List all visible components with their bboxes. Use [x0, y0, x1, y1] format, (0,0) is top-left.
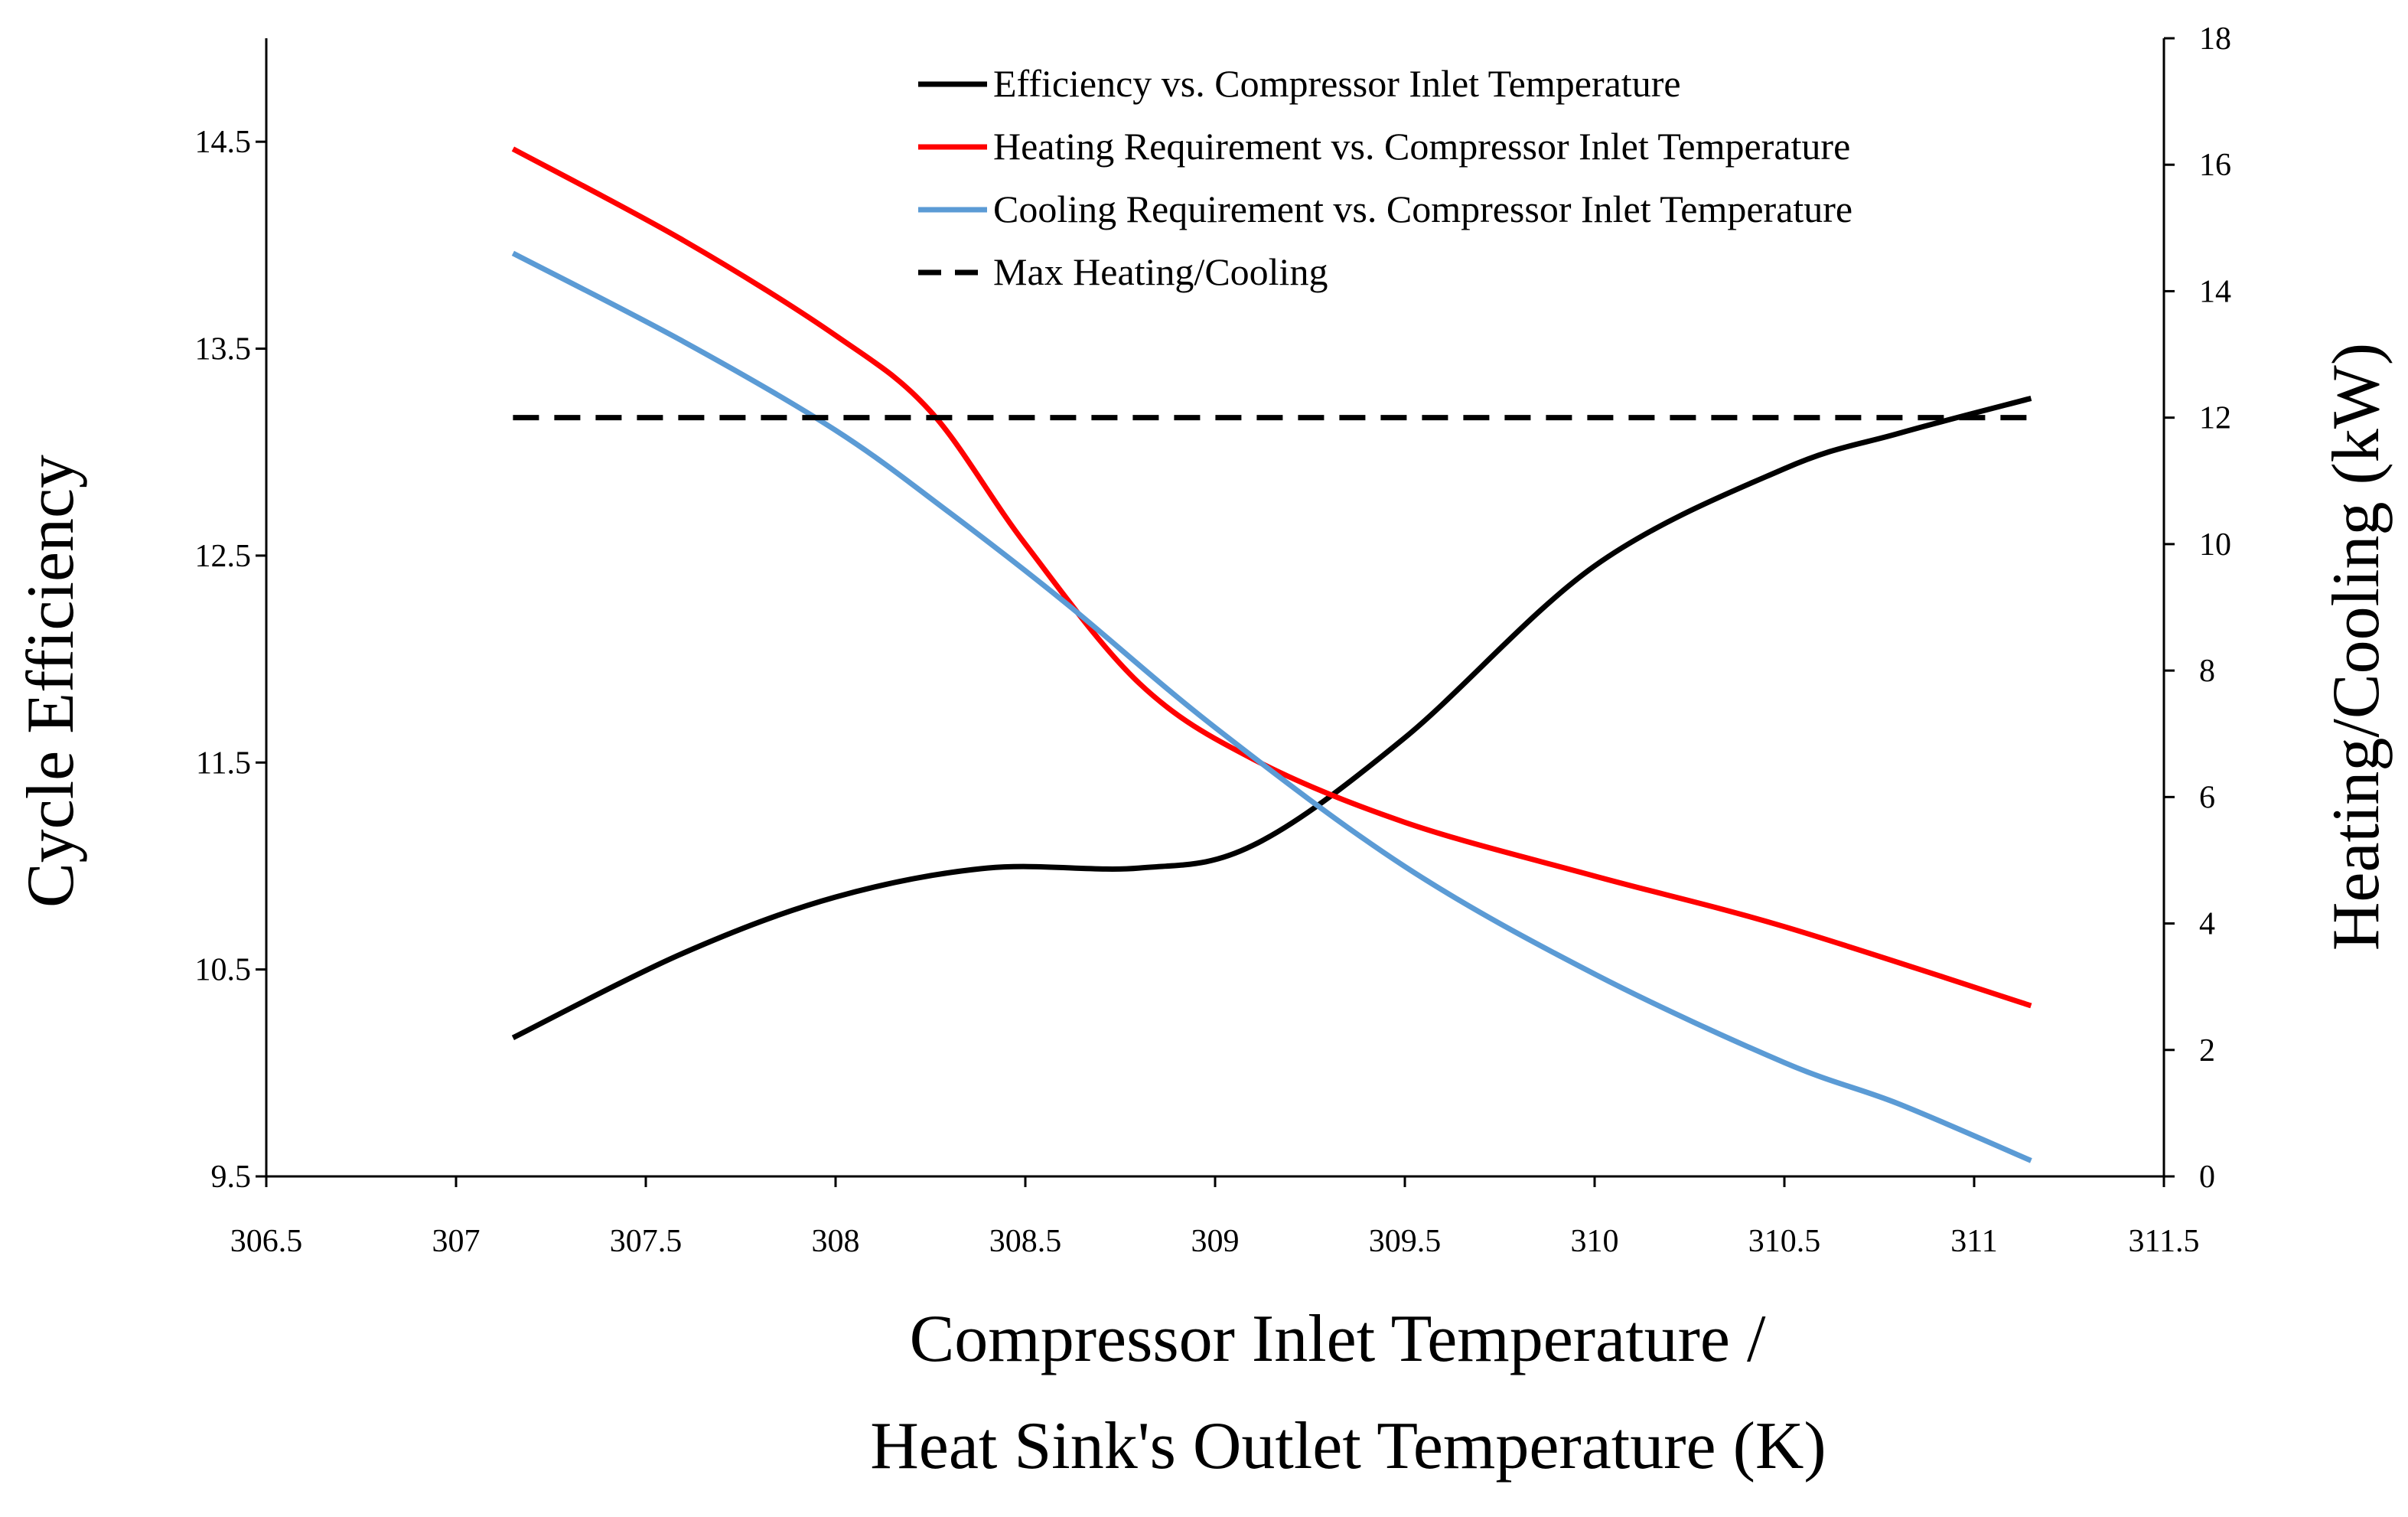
- legend-label: Heating Requirement vs. Compressor Inlet…: [993, 125, 1850, 168]
- x-tick-label: 311.5: [2129, 1224, 2200, 1259]
- x-axis-title-line-1: Compressor Inlet Temperature /: [910, 1302, 1766, 1376]
- y-right-tick-label: 10: [2199, 527, 2231, 563]
- x-tick-label: 308: [812, 1224, 860, 1259]
- x-tick-label: 308.5: [989, 1224, 1062, 1259]
- y-right-tick-label: 12: [2199, 401, 2231, 436]
- y-left-tick-label: 14.5: [195, 125, 252, 160]
- y-left-tick-label: 12.5: [195, 539, 252, 574]
- x-tick-label: 309.5: [1369, 1224, 1442, 1259]
- y-axis-left-title: Cycle Efficiency: [14, 455, 88, 908]
- series-layer: [511, 146, 2032, 1163]
- y-right-tick-label: 14: [2199, 274, 2231, 309]
- y-right-tick-label: 4: [2199, 907, 2215, 942]
- x-tick-label: 310.5: [1748, 1224, 1821, 1259]
- legend-label: Cooling Requirement vs. Compressor Inlet…: [993, 188, 1852, 230]
- x-tick-label: 310: [1571, 1224, 1619, 1259]
- y-right-tick-label: 6: [2199, 780, 2215, 815]
- y-axis-right-title: Heating/Cooling (kW): [2319, 343, 2393, 951]
- series-line-heating-requirement-vs-compressor-inlet-temperature: [511, 146, 2032, 1009]
- y-right-tick-label: 2: [2199, 1033, 2215, 1068]
- series-line-efficiency-vs-compressor-inlet-temperature: [511, 396, 2032, 1040]
- x-tick-label: 307.5: [610, 1224, 683, 1259]
- ticks-layer: 306.5 307 307.5 308 308.5 309 309.5 310 310.5 311…: [195, 21, 2232, 1259]
- y-right-tick-label: 0: [2199, 1160, 2215, 1195]
- x-tick-label: 306.5: [230, 1224, 303, 1259]
- legend-label: Efficiency vs. Compressor Inlet Temperat…: [993, 62, 1681, 105]
- x-tick-label: 309: [1191, 1224, 1240, 1259]
- y-right-tick-label: 18: [2199, 21, 2231, 57]
- x-axis-title-line-2: Heat Sink's Outlet Temperature (K): [870, 1409, 1826, 1483]
- x-tick-label: 311: [1950, 1224, 1997, 1259]
- y-left-tick-label: 10.5: [195, 953, 252, 988]
- y-left-tick-label: 13.5: [195, 332, 252, 367]
- y-left-tick-label: 11.5: [196, 745, 251, 781]
- y-right-tick-label: 16: [2199, 148, 2231, 183]
- x-tick-label: 307: [432, 1224, 481, 1259]
- y-right-tick-label: 8: [2199, 654, 2215, 689]
- legend-label: Max Heating/Cooling: [993, 250, 1328, 293]
- y-left-tick-label: 9.5: [211, 1160, 252, 1195]
- legend: Efficiency vs. Compressor Inlet Temperat…: [918, 62, 1852, 293]
- series-line-cooling-requirement-vs-compressor-inlet-temperature: [511, 250, 2032, 1163]
